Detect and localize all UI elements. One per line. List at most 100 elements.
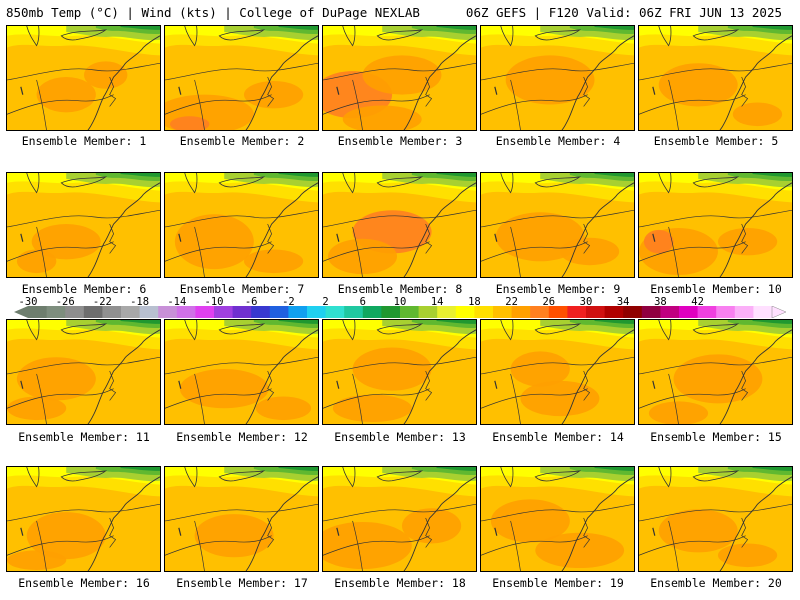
ensemble-member-label: Ensemble Member: 20	[650, 576, 782, 590]
colorbar-tick-label: -6	[244, 296, 258, 308]
colorbar-swatch	[418, 306, 438, 318]
colorbar-tick-label: -22	[92, 296, 112, 308]
ensemble-member-label: Ensemble Member: 4	[495, 134, 621, 148]
colorbar-swatch	[474, 306, 494, 318]
colorbar-swatch	[660, 306, 680, 318]
map-title: 850mb Temp (°C) | Wind (kts) | College o…	[6, 5, 420, 20]
colorbar-min-arrow	[14, 306, 28, 318]
ensemble-member-map	[164, 25, 319, 131]
colorbar-tick-label: -30	[18, 296, 38, 308]
ensemble-member-map	[480, 466, 635, 572]
colorbar-swatch	[158, 306, 178, 318]
colorbar-swatch	[195, 306, 215, 318]
colorbar-tick-label: 26	[542, 296, 556, 308]
ensemble-member-map	[6, 25, 161, 131]
ensemble-member-map	[638, 319, 793, 425]
ensemble-member-label: Ensemble Member: 2	[179, 134, 305, 148]
colorbar-tick-label: -26	[55, 296, 75, 308]
colorbar-swatch	[83, 306, 103, 318]
colorbar-swatch	[381, 306, 401, 318]
colorbar-tick-label: 6	[359, 296, 366, 308]
colorbar-swatch	[641, 306, 661, 318]
colorbar-swatch	[46, 306, 66, 318]
ensemble-member-map	[322, 25, 477, 131]
colorbar-swatch	[65, 306, 85, 318]
colorbar-tick-label: 14	[430, 296, 444, 308]
model-valid-time: 06Z GEFS | F120 Valid: 06Z FRI JUN 13 20…	[465, 5, 782, 20]
ensemble-member-map	[6, 466, 161, 572]
ensemble-member-map	[6, 172, 161, 278]
colorbar-tick-label: 18	[468, 296, 481, 308]
colorbar-tick-label: 42	[691, 296, 704, 308]
ensemble-member-label: Ensemble Member: 16	[18, 576, 150, 590]
ensemble-member-map	[322, 172, 477, 278]
ensemble-member-label: Ensemble Member: 12	[176, 430, 308, 444]
ensemble-member-label: Ensemble Member: 13	[334, 430, 466, 444]
colorbar-swatch	[28, 306, 48, 318]
colorbar-swatch	[269, 306, 289, 318]
colorbar-swatch	[567, 306, 587, 318]
ensemble-member-map	[480, 25, 635, 131]
colorbar-swatch	[325, 306, 345, 318]
colorbar-swatch	[493, 306, 513, 318]
ensemble-member-label: Ensemble Member: 3	[337, 134, 463, 148]
colorbar-max-arrow	[771, 306, 786, 318]
colorbar-swatch	[530, 306, 550, 318]
colorbar-swatch	[604, 306, 624, 318]
ensemble-member-label: Ensemble Member: 14	[492, 430, 624, 444]
ensemble-member-label: Ensemble Member: 7	[179, 282, 305, 296]
ensemble-member-map	[638, 172, 793, 278]
colorbar-tick-label: 30	[579, 296, 593, 308]
ensemble-member-label: Ensemble Member: 10	[650, 282, 782, 296]
ensemble-member-label: Ensemble Member: 11	[18, 430, 150, 444]
colorbar-swatch	[139, 306, 159, 318]
ensemble-member-map	[322, 319, 477, 425]
colorbar-swatch	[716, 306, 736, 318]
colorbar-tick-label: 38	[654, 296, 667, 308]
colorbar-swatch	[548, 306, 568, 318]
ensemble-member-map	[480, 319, 635, 425]
colorbar-swatch	[121, 306, 141, 318]
ensemble-member-map	[164, 466, 319, 572]
colorbar-swatch	[307, 306, 327, 318]
colorbar-swatch	[511, 306, 531, 318]
colorbar-tick-label: 34	[616, 296, 630, 308]
ensemble-member-map	[480, 172, 635, 278]
ensemble-member-label: Ensemble Member: 8	[337, 282, 463, 296]
ensemble-member-map	[322, 466, 477, 572]
colorbar-swatch	[679, 306, 699, 318]
colorbar-tick-label: 2	[322, 296, 329, 308]
colorbar-swatch	[623, 306, 643, 318]
colorbar-swatch	[697, 306, 717, 318]
colorbar-swatch	[251, 306, 271, 318]
ensemble-member-label: Ensemble Member: 15	[650, 430, 782, 444]
ensemble-member-label: Ensemble Member: 5	[653, 134, 779, 148]
colorbar-tick-label: -10	[204, 296, 224, 308]
ensemble-member-label: Ensemble Member: 18	[334, 576, 466, 590]
colorbar-swatch	[734, 306, 754, 318]
ensemble-member-label: Ensemble Member: 9	[495, 282, 621, 296]
colorbar-swatch	[455, 306, 475, 318]
ensemble-member-label: Ensemble Member: 17	[176, 576, 308, 590]
ensemble-member-map	[638, 466, 793, 572]
colorbar-tick-label: 22	[505, 296, 518, 308]
ensemble-member-label: Ensemble Member: 19	[492, 576, 624, 590]
colorbar-swatch	[362, 306, 382, 318]
colorbar-swatch	[176, 306, 196, 318]
ensemble-member-map	[6, 319, 161, 425]
colorbar-swatch	[753, 306, 773, 318]
colorbar-swatch	[437, 306, 457, 318]
colorbar-tick-label: 10	[393, 296, 407, 308]
colorbar-swatch	[214, 306, 234, 318]
ensemble-member-map	[164, 172, 319, 278]
ensemble-member-map	[164, 319, 319, 425]
colorbar-swatch	[102, 306, 122, 318]
ensemble-member-label: Ensemble Member: 6	[21, 282, 147, 296]
colorbar-swatch	[232, 306, 252, 318]
colorbar-swatch	[586, 306, 606, 318]
temperature-colorbar	[14, 306, 786, 318]
colorbar-swatch	[344, 306, 364, 318]
colorbar-tick-label: -2	[282, 296, 295, 308]
colorbar-tick-label: -18	[130, 296, 150, 308]
ensemble-member-label: Ensemble Member: 1	[21, 134, 147, 148]
